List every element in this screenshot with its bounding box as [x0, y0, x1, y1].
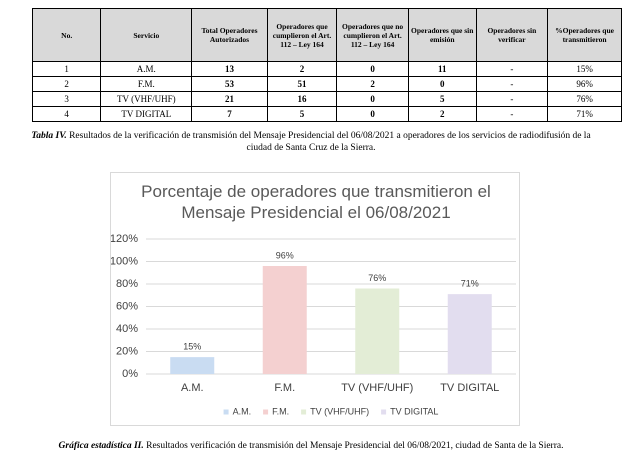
table-row: 1 A.M. 13 2 0 11-15%	[31, 61, 622, 77]
table-cell: F.M.	[100, 76, 193, 92]
table-cell: 0	[336, 91, 409, 107]
table-cell: 21	[191, 91, 268, 107]
table-caption: Tabla IV. Resultados de la verificación …	[30, 130, 592, 154]
table-cell: -	[475, 61, 549, 77]
value-label: 71%	[461, 279, 479, 289]
header-cell: Servicio	[100, 8, 193, 62]
header-row: No. Servicio Total Operadores Autorizados O…	[31, 8, 622, 62]
header-cell: Operadores sin verificar	[475, 8, 549, 62]
table-cell: 7	[191, 106, 268, 122]
table-cell: A.M.	[100, 61, 193, 77]
legend-label: TV DIGITAL	[390, 406, 438, 416]
table-cell: 5	[407, 91, 477, 107]
bar	[170, 357, 215, 374]
y-tick-label: 40%	[116, 323, 138, 335]
table-cell: -	[475, 106, 549, 122]
table-cell: -	[475, 91, 549, 107]
legend-label: TV (VHF/UHF)	[310, 406, 369, 416]
caption-text: Resultados verificación de transmisión d…	[143, 441, 564, 451]
table-cell: 4	[31, 106, 102, 122]
table-cell: 76%	[547, 91, 622, 107]
legend-swatch	[381, 409, 387, 415]
value-label: 15%	[183, 342, 201, 352]
y-tick-label: 20%	[116, 345, 138, 357]
table-cell: 2	[266, 61, 338, 77]
table-cell: -	[475, 76, 549, 92]
table-cell: 13	[191, 61, 268, 77]
table-cell: 96%	[547, 76, 622, 92]
value-label: 96%	[276, 250, 294, 260]
y-tick-label: 60%	[116, 300, 138, 312]
caption-label: Tabla IV.	[31, 131, 67, 141]
table-cell: TV (VHF/UHF)	[100, 91, 193, 107]
header-cell: Total Operadores Autorizados	[191, 8, 268, 62]
x-tick-label: F.M.	[274, 382, 295, 394]
table-cell: 11	[407, 61, 477, 77]
table-cell: 71%	[547, 106, 622, 122]
table-cell: 51	[266, 76, 338, 92]
bar	[355, 288, 400, 374]
legend-swatch	[223, 409, 229, 415]
legend-label: F.M.	[272, 406, 289, 416]
chart-svg: 0% 20% 40% 60% 80% 100% 120% 15% A.M. 96% F.M. 76% T…	[110, 233, 516, 416]
chart-caption: Gráfica estadística II. Resultados verif…	[30, 440, 592, 452]
header-cell: Operadores que no cumplieron el Art. 112…	[336, 8, 409, 62]
legend-label: A.M.	[233, 406, 252, 416]
caption-label: Gráfica estadística II.	[58, 441, 144, 451]
y-tick-label: 120%	[111, 233, 138, 245]
header-cell: %Operadores que transmitieron	[547, 8, 622, 62]
y-tick-label: 100%	[111, 255, 138, 267]
table-row: 2 F.M. 53 51 2 0-96%	[31, 76, 622, 92]
table-cell: 5	[266, 106, 338, 122]
y-tick-label: 80%	[116, 278, 138, 290]
legend-swatch	[263, 409, 269, 415]
chart: 0% 20% 40% 60% 80% 100% 120% 15% A.M. 96% F.M. 76% T…	[110, 172, 520, 426]
chart-title: Porcentaje de operadores que transmitier…	[141, 182, 491, 222]
table-row: 3 TV (VHF/UHF) 21 16 0 5-76%	[31, 91, 622, 107]
header-cell: Operadores que cumplieron el Art. 112 – …	[266, 8, 338, 62]
table-cell: 0	[336, 106, 409, 122]
x-tick-label: A.M.	[181, 382, 204, 394]
table-cell: 0	[336, 61, 409, 77]
data-table: No. Servicio Total Operadores Autorizados O…	[31, 8, 622, 122]
table-cell: 0	[407, 76, 477, 92]
bar	[447, 294, 492, 374]
table-cell: 16	[266, 91, 338, 107]
x-tick-label: TV DIGITAL	[440, 382, 499, 394]
table-cell: TV DIGITAL	[100, 106, 193, 122]
legend-swatch	[301, 409, 307, 415]
caption-text: Resultados de la verificación de transmi…	[66, 131, 591, 153]
table-cell: 3	[31, 91, 102, 107]
table-cell: 2	[407, 106, 477, 122]
table-cell: 2	[31, 76, 102, 92]
y-tick-label: 0%	[122, 368, 138, 380]
table-row: 4 TV DIGITAL 7 5 0 2-71%	[31, 106, 622, 122]
table-cell: 15%	[547, 61, 622, 77]
value-label: 76%	[368, 273, 386, 283]
header-cell: No.	[31, 8, 102, 62]
table-cell: 53	[191, 76, 268, 92]
table-cell: 1	[31, 61, 102, 77]
header-cell: Operadores que sin emisión	[407, 8, 477, 62]
x-tick-label: TV (VHF/UHF)	[341, 382, 413, 394]
bar	[262, 266, 307, 374]
table-cell: 2	[336, 76, 409, 92]
